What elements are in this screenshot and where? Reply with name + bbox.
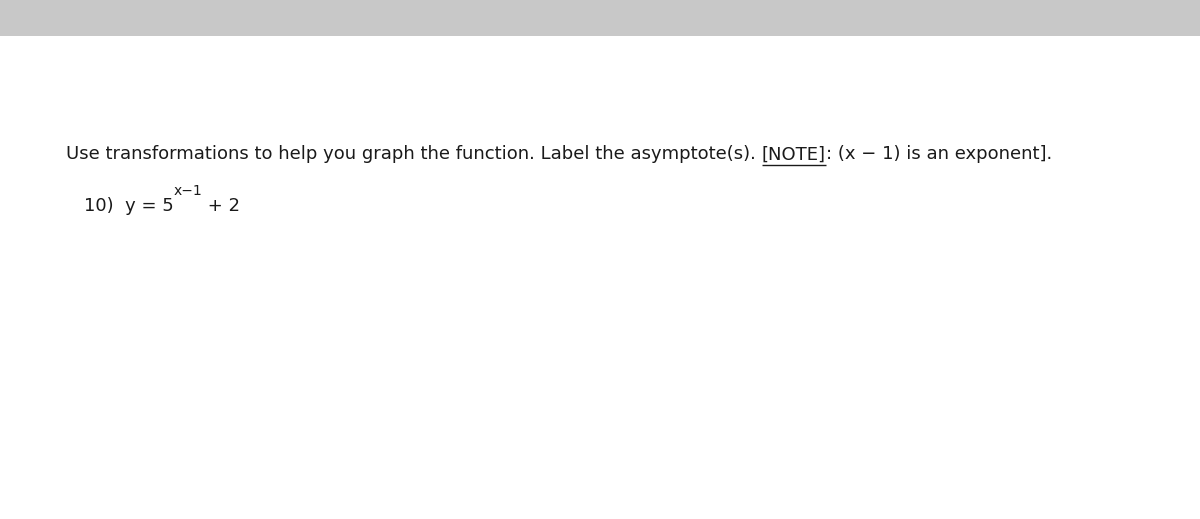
Text: 10)  y = 5: 10) y = 5 bbox=[84, 197, 174, 215]
Text: x−1: x−1 bbox=[174, 184, 203, 198]
FancyBboxPatch shape bbox=[0, 0, 1200, 36]
Text: Use transformations to help you graph the function. Label the asymptote(s).: Use transformations to help you graph th… bbox=[66, 145, 762, 163]
Text: [NOTE]: [NOTE] bbox=[762, 145, 826, 163]
Text: : (x − 1) is an exponent].: : (x − 1) is an exponent]. bbox=[826, 145, 1052, 163]
Text: + 2: + 2 bbox=[203, 197, 240, 215]
